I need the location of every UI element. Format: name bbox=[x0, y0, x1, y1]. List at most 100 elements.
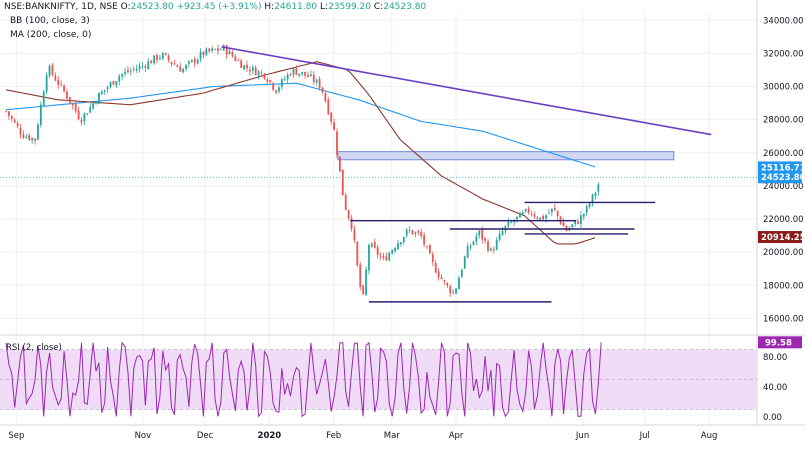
candle-body bbox=[179, 66, 182, 72]
header-line-1: NSE:BANKNIFTY, 1D, NSE O:24523.80 +923.4… bbox=[4, 2, 426, 12]
candle-body bbox=[283, 79, 286, 81]
candle-body bbox=[388, 252, 391, 261]
study-bb-label[interactable]: BB (100, close, 3) bbox=[10, 16, 90, 26]
candle-body bbox=[585, 206, 588, 213]
candle-body bbox=[580, 215, 582, 225]
y-tick-label: 26000.00 bbox=[763, 149, 804, 159]
high-label: H: bbox=[264, 2, 275, 12]
candle-body bbox=[382, 255, 385, 258]
candle-body bbox=[228, 50, 231, 55]
candle-body bbox=[475, 236, 478, 242]
candle-body bbox=[542, 215, 545, 220]
candle-body bbox=[275, 90, 277, 93]
candle-body bbox=[185, 65, 187, 70]
candle-body bbox=[158, 57, 161, 59]
candle-body bbox=[124, 71, 126, 74]
x-tick-label: Sep bbox=[8, 431, 24, 441]
candle-body bbox=[339, 156, 341, 172]
candle-body bbox=[135, 68, 138, 71]
candle-body bbox=[574, 220, 576, 225]
candle-body bbox=[330, 112, 333, 122]
candle-body bbox=[188, 61, 190, 64]
study-ma-label[interactable]: MA (200, close, 0) bbox=[10, 30, 92, 40]
candle-body bbox=[411, 230, 414, 235]
y-tick-label: 24000.00 bbox=[763, 182, 804, 192]
rsi-label[interactable]: RSI (2, close) bbox=[6, 343, 62, 353]
candle-body bbox=[597, 184, 600, 192]
candle-body bbox=[243, 65, 245, 70]
price-tag-box bbox=[758, 171, 802, 184]
candle-body bbox=[199, 51, 202, 60]
candle-body bbox=[307, 74, 309, 77]
candle-body bbox=[489, 248, 492, 251]
candle-body bbox=[214, 48, 216, 50]
candle-body bbox=[553, 207, 556, 210]
rsi-line bbox=[5, 341, 602, 418]
candle-body bbox=[550, 208, 553, 213]
candle-body bbox=[588, 203, 591, 207]
candle-body bbox=[234, 56, 237, 61]
candle-body bbox=[571, 224, 574, 227]
candle-body bbox=[266, 79, 269, 82]
candle-body bbox=[251, 67, 254, 71]
x-tick-label: Mar bbox=[384, 431, 401, 441]
y-tick-label: 34000.00 bbox=[763, 16, 804, 26]
candle-body bbox=[394, 247, 396, 252]
candle-body bbox=[83, 113, 86, 122]
y-tick-label: 20000.00 bbox=[763, 248, 804, 258]
candle-body bbox=[336, 131, 338, 155]
candle-body bbox=[292, 68, 295, 75]
candle-body bbox=[60, 83, 63, 85]
low-value: 23599.20 bbox=[328, 2, 372, 12]
candle-body bbox=[278, 87, 280, 92]
candle-body bbox=[481, 229, 484, 240]
candle-body bbox=[536, 217, 539, 219]
candle-body bbox=[341, 169, 344, 196]
candle-body bbox=[269, 80, 272, 82]
candle-body bbox=[286, 74, 289, 80]
change-value: +923.45 (+3.91%) bbox=[176, 2, 262, 12]
candle-body bbox=[423, 234, 426, 245]
price-tag-box bbox=[758, 161, 802, 174]
candle-body bbox=[54, 75, 57, 81]
candle-body bbox=[301, 72, 304, 75]
candle-body bbox=[190, 59, 193, 62]
candle-body bbox=[478, 230, 481, 236]
candle-body bbox=[193, 59, 196, 64]
candle-body bbox=[446, 283, 449, 286]
candle-body bbox=[391, 250, 394, 254]
candle-body bbox=[109, 82, 112, 87]
candle-body bbox=[379, 255, 382, 257]
candle-body bbox=[66, 91, 68, 99]
candle-body bbox=[45, 75, 48, 92]
candle-body bbox=[237, 60, 240, 62]
candle-body bbox=[414, 232, 417, 234]
price-tag-label: 24523.80 bbox=[761, 173, 805, 183]
candle-body bbox=[469, 246, 472, 248]
candle-body bbox=[321, 87, 324, 92]
symbol-label: NSE:BANKNIFTY, 1D, NSE bbox=[4, 2, 118, 12]
candle-body bbox=[519, 212, 521, 218]
candle-body bbox=[516, 216, 518, 220]
rsi-value-box bbox=[758, 336, 802, 349]
candle-body bbox=[376, 247, 379, 256]
candle-body bbox=[362, 285, 365, 295]
candle-body bbox=[408, 230, 411, 231]
candle-body bbox=[68, 97, 71, 103]
x-tick-label: Apr bbox=[449, 431, 464, 441]
candle-body bbox=[562, 222, 565, 227]
open-label: O: bbox=[120, 2, 131, 12]
candle-body bbox=[121, 73, 124, 77]
candle-body bbox=[298, 73, 301, 76]
candle-body bbox=[431, 254, 434, 263]
candle-body bbox=[77, 110, 80, 120]
candle-body bbox=[324, 93, 327, 102]
candle-body bbox=[127, 70, 129, 73]
y-tick-label: 28000.00 bbox=[763, 116, 804, 126]
candle-body bbox=[591, 194, 594, 204]
price-tag-label: 20914.25 bbox=[761, 233, 805, 243]
candle-body bbox=[173, 63, 176, 65]
candle-body bbox=[304, 71, 306, 76]
candle-body bbox=[161, 53, 164, 59]
